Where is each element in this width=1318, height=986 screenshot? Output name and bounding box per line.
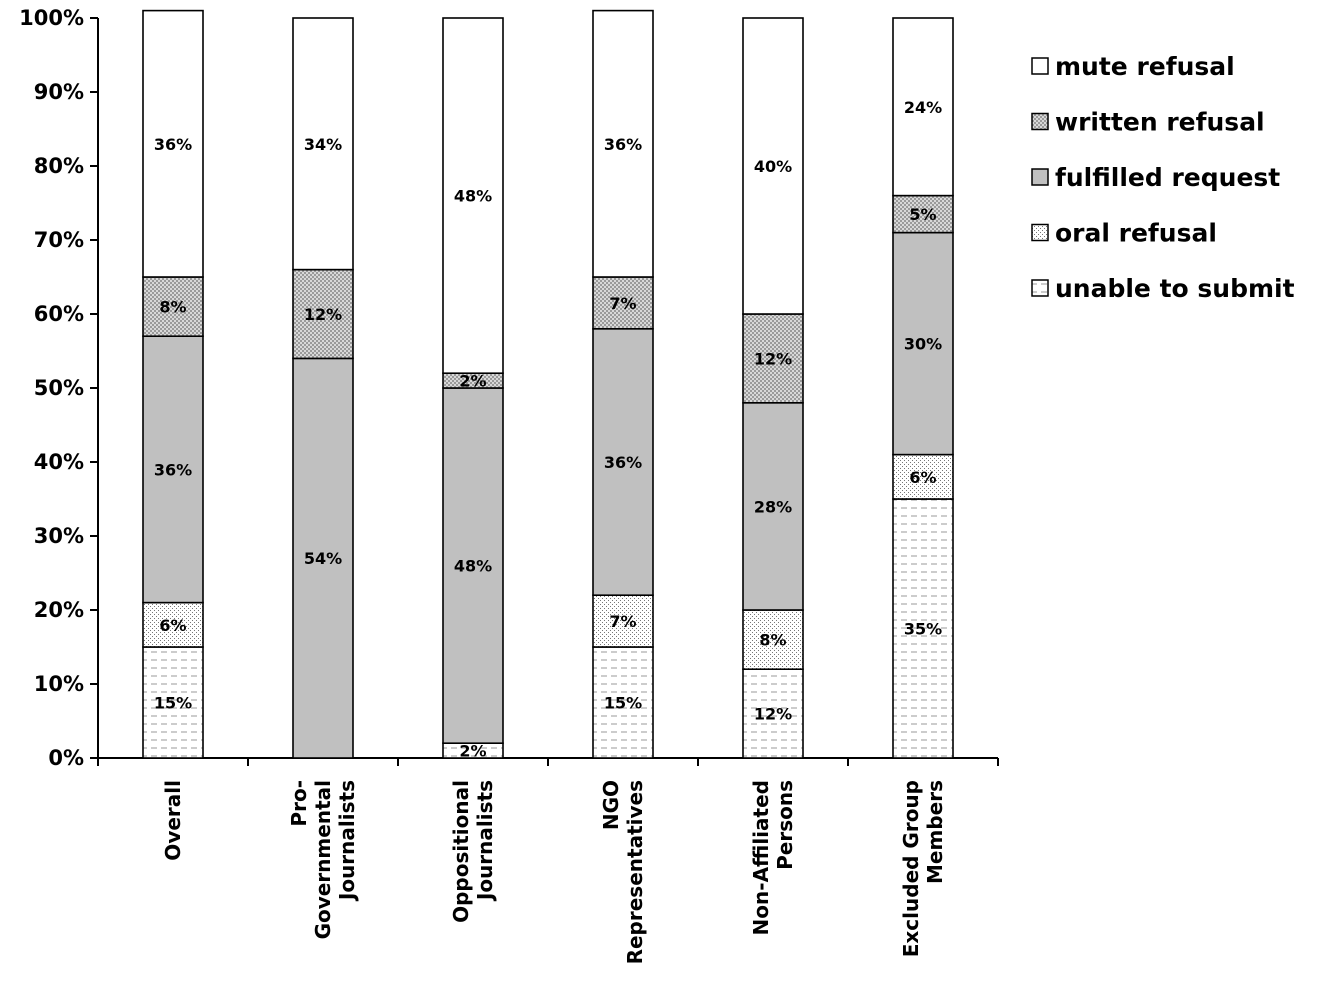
bar-ngo-representatives-oral-refusal	[592, 594, 654, 648]
y-tick-label: 70%	[34, 228, 84, 252]
plot-area: 0% 10% 20% 30% 40% 50% 60% 70% 80% 90% 100% 15% 6% 36…	[19, 6, 999, 964]
bar-non-affiliated-persons-mute-refusal	[742, 17, 804, 315]
data-label: 48%	[454, 557, 492, 576]
x-category-label: Excluded GroupMembers	[899, 780, 947, 957]
bar-ngo-representatives-fulfilled-request	[592, 327, 654, 596]
bar-excluded-group-members-unable-to-submit	[892, 498, 954, 759]
bar-excluded-group-members-oral-refusal	[892, 453, 954, 500]
bar-ngo-representatives-mute-refusal	[592, 9, 654, 278]
legend-swatch-mute-refusal	[1031, 57, 1049, 75]
data-label: 12%	[754, 705, 792, 724]
bar-overall-unable-to-submit	[142, 646, 204, 759]
legend-label-unable-to-submit: unable to submit	[1055, 274, 1295, 303]
data-label: 36%	[604, 453, 642, 472]
data-label: 15%	[604, 694, 642, 713]
data-label: 6%	[909, 468, 936, 487]
data-label: 8%	[759, 631, 786, 650]
x-category-label: Non-AffiliatedPersons	[749, 780, 797, 935]
bar-ngo-representatives-written-refusal	[592, 276, 654, 330]
legend-label-fulfilled-request: fulfilled request	[1055, 163, 1280, 192]
legend-label-written-refusal: written refusal	[1055, 108, 1265, 137]
y-tick-label: 10%	[34, 672, 84, 696]
bar-overall-oral-refusal	[142, 601, 204, 648]
x-category-label: Overall	[161, 780, 185, 861]
legend-swatch-fulfilled-request	[1031, 168, 1049, 186]
y-tick-label: 0%	[48, 746, 84, 770]
data-label: 35%	[904, 620, 942, 639]
bar-excluded-group-members-mute-refusal	[892, 17, 954, 197]
bar-pro-governmental-journalists-fulfilled-request	[292, 357, 354, 759]
bar-non-affiliated-persons-oral-refusal	[742, 609, 804, 671]
x-category-label: Pro-GovernmentalJournalists	[287, 780, 359, 939]
data-label: 12%	[754, 349, 792, 368]
data-label: 5%	[909, 205, 936, 224]
data-label: 6%	[159, 616, 186, 635]
legend-label-mute-refusal: mute refusal	[1055, 52, 1235, 81]
y-tick-label: 40%	[34, 450, 84, 474]
bar-overall-fulfilled-request	[142, 335, 204, 604]
data-label: 34%	[304, 135, 342, 154]
data-label: 48%	[454, 187, 492, 206]
bar-non-affiliated-persons-fulfilled-request	[742, 401, 804, 611]
data-label: 36%	[154, 460, 192, 479]
x-category-label: NGORepresentatives	[599, 780, 647, 964]
bar-pro-governmental-journalists-mute-refusal	[292, 17, 354, 271]
bar-oppositional-journalists-fulfilled-request	[442, 387, 504, 745]
data-label: 36%	[604, 135, 642, 154]
y-tick-label: 20%	[34, 598, 84, 622]
data-label: 2%	[459, 742, 486, 761]
legend-swatch-oral-refusal	[1031, 223, 1049, 242]
data-label: 40%	[754, 157, 792, 176]
data-label: 24%	[904, 98, 942, 117]
bar-ngo-representatives-unable-to-submit	[592, 646, 654, 759]
data-label: 7%	[609, 294, 636, 313]
data-label: 8%	[159, 298, 186, 317]
legend-swatch-written-refusal	[1031, 112, 1049, 131]
y-tick-label: 30%	[34, 524, 84, 548]
data-label: 2%	[459, 372, 486, 391]
data-label: 30%	[904, 335, 942, 354]
x-category-label: OppositionalJournalists	[449, 780, 497, 923]
data-label: 36%	[154, 135, 192, 154]
data-label: 54%	[304, 549, 342, 568]
bar-non-affiliated-persons-written-refusal	[742, 313, 804, 404]
data-label: 28%	[754, 497, 792, 516]
y-tick-label: 80%	[34, 154, 84, 178]
data-label: 15%	[154, 694, 192, 713]
data-label: 7%	[609, 612, 636, 631]
bar-overall-mute-refusal	[142, 9, 204, 278]
legend: mute refusal written refusal fulfilled req…	[1031, 52, 1295, 303]
y-tick-label: 90%	[34, 80, 84, 104]
data-label: 12%	[304, 305, 342, 324]
bar-pro-governmental-journalists-written-refusal	[292, 268, 354, 360]
y-tick-label: 100%	[19, 6, 84, 30]
bar-oppositional-journalists-mute-refusal	[442, 17, 504, 375]
bar-excluded-group-members-fulfilled-request	[892, 231, 954, 456]
bar-overall-written-refusal	[142, 276, 204, 338]
y-tick-label: 60%	[34, 302, 84, 326]
legend-swatch-unable-to-submit	[1031, 279, 1049, 297]
y-tick-label: 50%	[34, 376, 84, 400]
legend-label-oral-refusal: oral refusal	[1055, 219, 1217, 248]
